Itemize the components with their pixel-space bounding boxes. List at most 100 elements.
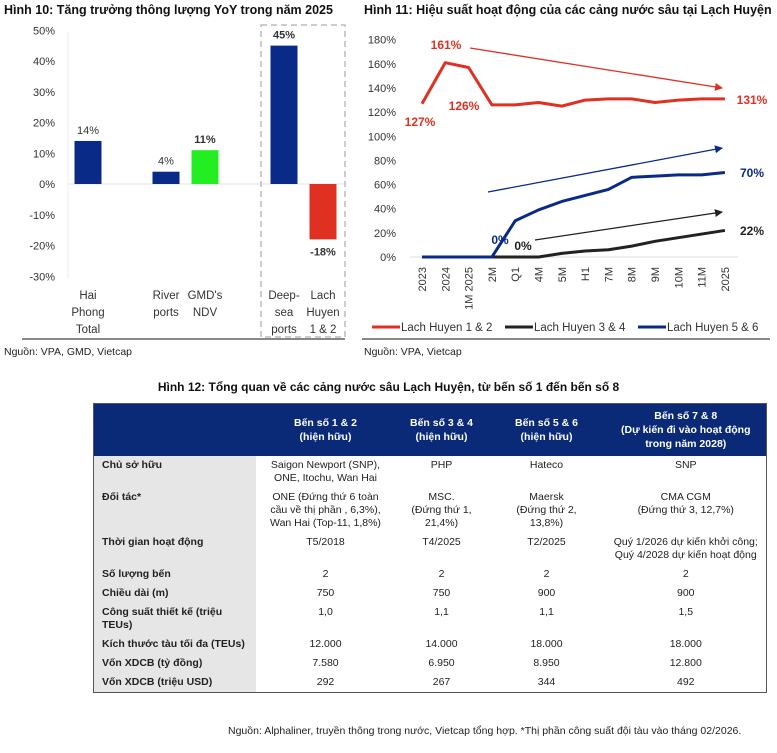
table-cell: 292 — [316, 676, 335, 688]
table-cell: 900 — [537, 587, 556, 599]
figure-10-source: Nguồn: VPA, GMD, Vietcap — [4, 346, 133, 358]
table-cell: 12.000 — [309, 638, 342, 650]
data-label: 0% — [514, 239, 532, 253]
data-label: 127% — [405, 115, 436, 129]
x-tick-label: 2023 — [417, 267, 429, 291]
figure-12-source: Nguồn: Alphaliner, truyền thông trong nư… — [228, 725, 742, 737]
data-label: 14% — [77, 125, 99, 137]
row-label: Công suất thiết kế (triệu TEUs) — [93, 603, 256, 635]
table-cell: 1,1 — [434, 606, 449, 618]
y-tick-label: 0% — [39, 179, 55, 191]
y-tick-label: -10% — [29, 210, 55, 222]
y-tick-label: 40% — [374, 204, 396, 216]
x-tick-label: 8M — [627, 267, 639, 282]
data-label: 45% — [273, 30, 295, 42]
yoy-bar-chart: 50% 40% 30% 20% 10% 0% -10% -20% -30% 14% Hai Phong… — [22, 24, 346, 340]
x-tick-label: H1 — [580, 267, 592, 281]
table-cell: 267 — [432, 676, 451, 688]
table-cell: Saigon Newport (SNP), ONE, Itochu, Wan H… — [270, 459, 381, 484]
table-cell: MSC. (Đứng thứ 1, 21,4%) — [411, 491, 472, 529]
y-tick-label: 40% — [33, 56, 55, 68]
table-cell: ONE (Đứng thứ 6 toàn cầu về thị phần , 6… — [270, 491, 381, 529]
row-label: Vốn XDCB (tỷ đồng) — [93, 654, 256, 673]
y-tick-label: 20% — [33, 118, 55, 130]
legend-label: Lach Huyen 3 & 4 — [534, 322, 626, 334]
table-header-cell — [93, 403, 256, 456]
series-line — [422, 171, 726, 259]
table-row: Chiều dài (m) 750 750 900 900 — [93, 584, 767, 603]
table-cell: T2/2025 — [527, 536, 566, 548]
table-cell: Maersk (Đứng thứ 2, 13,8%) — [516, 491, 577, 529]
bar — [309, 184, 337, 240]
x-tick-label: ports — [153, 307, 179, 319]
y-tick-label: 120% — [368, 107, 396, 119]
x-tick-label: Deep- — [268, 290, 299, 302]
table-header-cell: Bến số 5 & 6 (hiện hữu) — [487, 403, 606, 456]
y-tick-label: 100% — [368, 131, 396, 143]
table-cell: 2 — [438, 568, 445, 580]
table-header-cell: Bến số 1 & 2 (hiện hữu) — [255, 403, 396, 456]
table-cell: T5/2018 — [306, 536, 345, 548]
x-tick-label: Q1 — [510, 267, 522, 282]
table-row: Công suất thiết kế (triệu TEUs) 1,0 1,1 1,1… — [93, 603, 767, 635]
table-cell: SNP — [674, 459, 697, 471]
y-tick-label: 80% — [374, 155, 396, 167]
row-label: Chủ sở hữu — [93, 456, 256, 488]
figure-11-title: Hình 11: Hiệu suất hoạt động của các cản… — [364, 3, 772, 17]
highlight-box — [260, 24, 346, 338]
data-label: 131% — [737, 93, 768, 107]
y-tick-label: 50% — [33, 25, 55, 37]
row-label: Vốn XDCB (triệu USD) — [93, 673, 256, 693]
x-tick-label: River — [153, 290, 180, 302]
x-tick-label: Huyen — [306, 307, 339, 319]
table-cell: 900 — [676, 587, 695, 599]
x-tick-label: Total — [76, 324, 100, 336]
table-cell: 492 — [676, 676, 695, 688]
table-cell: 8.950 — [533, 657, 560, 669]
figure-12-title: Hình 12: Tổng quan về các cảng nước sâu … — [157, 380, 620, 394]
legend-label: Lach Huyen 1 & 2 — [401, 322, 492, 334]
bar — [152, 171, 180, 184]
data-label: 11% — [194, 134, 216, 146]
y-tick-label: 30% — [33, 87, 55, 99]
row-label: Thời gian hoạt động — [93, 533, 256, 565]
table-row: Số lượng bến 2 2 2 2 — [93, 565, 767, 584]
x-tick-label: 1M 2025 — [464, 267, 476, 310]
x-tick-label: 5M — [557, 267, 569, 282]
bar — [270, 45, 298, 184]
y-tick-label: -30% — [29, 271, 55, 283]
table-cell: 344 — [537, 676, 556, 688]
data-label: 22% — [740, 224, 764, 238]
bar — [74, 140, 102, 184]
y-tick-label: 60% — [374, 180, 396, 192]
table-cell: 750 — [316, 587, 335, 599]
table-row: Kích thước tàu tối đa (TEUs) 12.000 14.000… — [93, 635, 767, 654]
table-cell: 1,5 — [678, 606, 694, 618]
table-header-row: Bến số 1 & 2 (hiện hữu) Bến số 3 & 4 (hiệ… — [93, 403, 767, 456]
row-label: Đối tác* — [93, 488, 256, 533]
data-label: 126% — [449, 99, 480, 113]
y-tick-label: 180% — [368, 35, 396, 47]
x-tick-label: GMD's — [188, 290, 223, 302]
table-cell: 1,1 — [539, 606, 554, 618]
table-cell: 2 — [682, 568, 689, 580]
table-cell: 750 — [432, 587, 451, 599]
x-tick-label: 9M — [650, 267, 662, 282]
x-tick-label: 2M — [487, 267, 499, 282]
row-label: Chiều dài (m) — [93, 584, 256, 603]
table-row: Chủ sở hữu Saigon Newport (SNP), ONE, Ito… — [93, 456, 767, 488]
y-tick-label: 20% — [374, 228, 396, 240]
trend-arrow — [469, 47, 723, 91]
x-tick-label: 1 & 2 — [310, 324, 337, 336]
table-header-cell: Bến số 7 & 8 (Dự kiến đi vào hoạt động t… — [605, 403, 767, 456]
x-tick-label: NDV — [193, 307, 218, 319]
x-tick-label: sea — [275, 307, 294, 319]
table-cell: Quý 1/2026 dự kiến khởi công; Quý 4/2028… — [613, 536, 758, 561]
table-header-cell: Bến số 3 & 4 (hiện hữu) — [395, 403, 488, 456]
table-cell: 6.950 — [428, 657, 455, 669]
table-cell: 14.000 — [425, 638, 458, 650]
y-tick-label: 0% — [380, 252, 396, 264]
table-row: Vốn XDCB (triệu USD) 292 267 344 492 — [93, 673, 767, 693]
x-tick-label: 4M — [534, 267, 546, 282]
table-cell: PHP — [430, 459, 453, 471]
